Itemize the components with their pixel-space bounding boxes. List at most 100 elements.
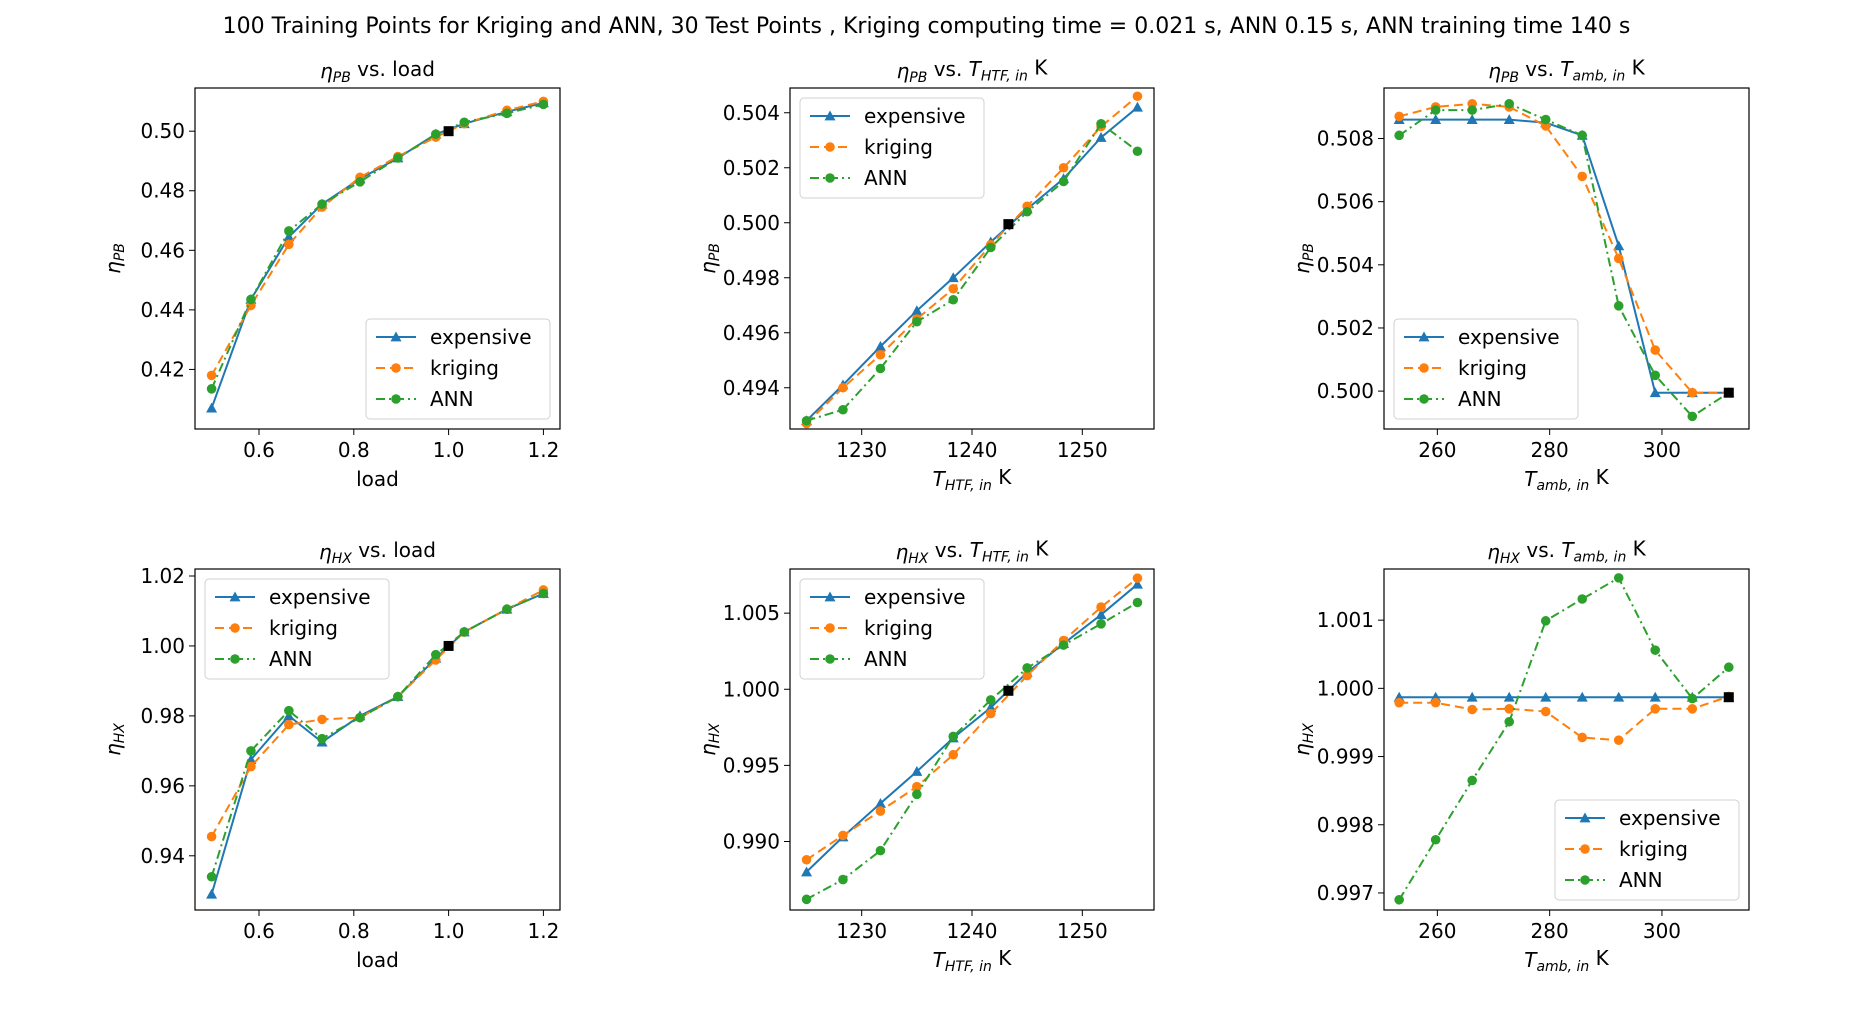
legend-marker-kriging (825, 142, 835, 152)
legend-frame (1554, 799, 1740, 901)
legend-label-expensive: expensive (1619, 806, 1721, 830)
y-tick-label: 0.995 (723, 753, 780, 777)
data-point-ANN (206, 383, 217, 394)
legend-marker-expensive (824, 591, 836, 602)
x-tick-label: 1.2 (528, 438, 560, 462)
data-point-expensive (911, 765, 923, 776)
x-tick-label: 1.0 (433, 438, 465, 462)
x-axis-label: Tamb, in K (1524, 465, 1609, 494)
legend: expensive kriging ANN (1393, 318, 1579, 420)
x-tick-label: 300 (1643, 438, 1681, 462)
data-point-expensive (911, 305, 923, 316)
plot-area (801, 91, 1143, 429)
data-point-ANN (838, 874, 848, 885)
data-point-expensive (1131, 578, 1143, 589)
data-point-ANN (355, 712, 365, 723)
legend-label-kriging: kriging (1619, 837, 1688, 861)
legend-label-expensive: expensive (1458, 325, 1560, 349)
y-tick-label: 1.001 (1317, 608, 1374, 632)
data-point-kriging (948, 749, 959, 760)
data-point-ANN (1540, 114, 1551, 125)
legend: expensive kriging ANN (799, 578, 985, 680)
data-point-ANN (1577, 594, 1588, 604)
reference-point-marker (443, 640, 454, 651)
x-tick-label: 0.6 (243, 919, 275, 943)
y-tick-label: 1.02 (140, 564, 185, 588)
data-point-kriging (1096, 602, 1106, 612)
data-point-expensive (874, 341, 886, 351)
data-point-expensive (1466, 114, 1478, 124)
x-tick-label: 0.8 (338, 919, 370, 943)
subplot-2: ηPB vs. THTF, in K 1230 1240 1250 0.494 0.496… (696, 55, 1155, 494)
data-point-kriging (206, 370, 217, 381)
data-point-kriging (206, 831, 217, 842)
data-point-kriging (1687, 704, 1698, 714)
subplot-title: ηPB vs. load (320, 57, 435, 86)
legend-label-ANN: ANN (864, 647, 908, 671)
data-point-ANN (459, 627, 470, 637)
data-point-kriging (1430, 697, 1441, 708)
data-point-expensive (801, 866, 813, 877)
data-point-kriging (801, 854, 812, 865)
data-point-ANN (1650, 645, 1661, 655)
data-point-kriging (1540, 706, 1551, 717)
legend-marker-expensive (1418, 331, 1430, 342)
legend-label-ANN: ANN (269, 647, 313, 671)
y-tick-label: 0.506 (1317, 190, 1374, 214)
legend-label-ANN: ANN (430, 387, 474, 411)
subplot-title: ηPB vs. Tamb, in K (1488, 55, 1645, 86)
reference-point-marker (443, 126, 454, 137)
data-point-ANN (538, 99, 549, 110)
data-point-ANN (838, 404, 848, 415)
data-point-ANN (1467, 775, 1477, 786)
y-tick-label: 0.999 (1317, 745, 1374, 769)
data-point-ANN (1058, 640, 1069, 650)
data-point-ANN (801, 894, 812, 905)
data-point-expensive (1095, 132, 1107, 142)
legend-marker-expensive (1579, 812, 1591, 823)
data-point-expensive (206, 402, 218, 413)
legend-label-kriging: kriging (864, 135, 933, 159)
reference-point-marker (1003, 219, 1014, 230)
x-tick-label: 280 (1531, 438, 1569, 462)
x-tick-label: 0.6 (243, 438, 275, 462)
data-point-expensive (206, 888, 218, 899)
legend-frame (1393, 318, 1579, 420)
legend-label-expensive: expensive (864, 104, 966, 128)
data-point-expensive (874, 797, 886, 808)
series-line-expensive (1399, 118, 1729, 394)
data-point-kriging (1613, 253, 1624, 264)
x-tick-label: 260 (1418, 438, 1456, 462)
series-line-ANN (1398, 576, 1730, 901)
data-point-ANN (355, 177, 365, 187)
series-line-ANN (806, 122, 1139, 422)
data-point-expensive (1540, 691, 1552, 702)
data-point-expensive (1095, 609, 1107, 620)
data-point-kriging (948, 283, 959, 294)
data-point-ANN (1430, 834, 1441, 845)
data-point-ANN (1132, 597, 1143, 608)
data-point-ANN (538, 588, 549, 599)
series-line-kriging (210, 100, 544, 376)
data-point-kriging (1687, 387, 1698, 398)
legend-marker-ANN (825, 173, 835, 183)
data-point-ANN (1467, 105, 1477, 115)
legend-marker-expensive (824, 110, 836, 121)
x-tick-label: 300 (1643, 919, 1681, 943)
legend-label-kriging: kriging (269, 616, 338, 640)
subplot-title: ηPB vs. THTF, in K (897, 55, 1049, 86)
data-point-expensive (1466, 691, 1478, 702)
data-point-ANN (393, 153, 403, 163)
series-line-ANN (806, 601, 1139, 901)
data-point-ANN (1132, 146, 1143, 157)
data-point-expensive (1131, 101, 1143, 112)
axes-frame (1383, 568, 1750, 911)
legend-marker-kriging (1419, 363, 1429, 373)
data-point-kriging (1132, 91, 1143, 102)
data-point-ANN (1613, 301, 1624, 311)
series-line-ANN (210, 103, 544, 390)
reference-point-marker (1723, 692, 1734, 703)
subplot-3: ηPB vs. Tamb, in K 260 280 300 0.500 0.502 0.5… (1290, 55, 1750, 494)
